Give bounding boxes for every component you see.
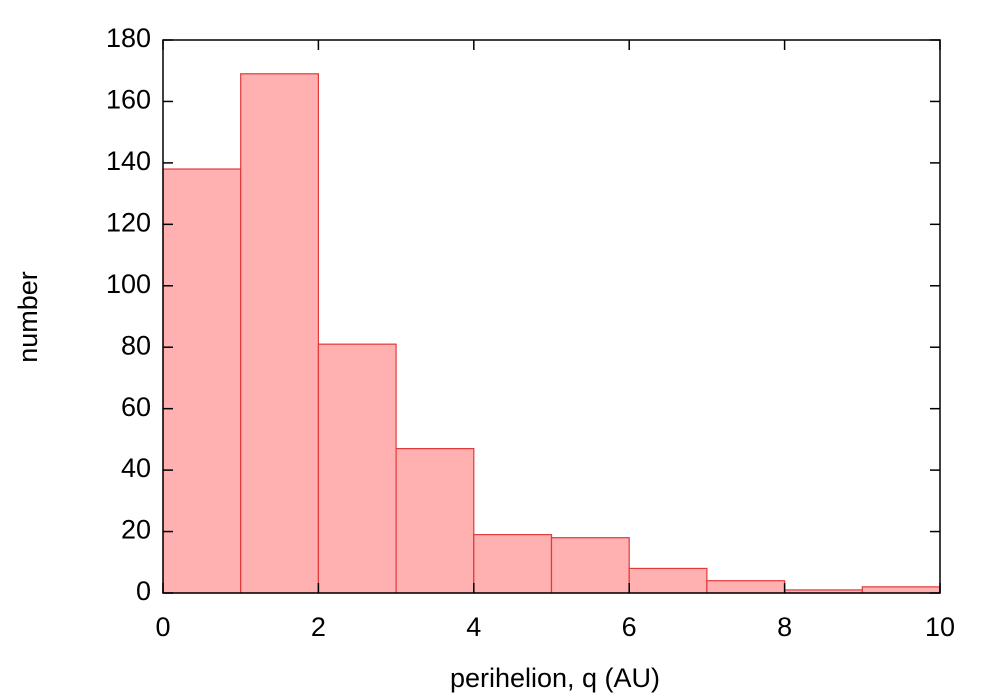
x-axis-label: perihelion, q (AU) (450, 663, 660, 693)
bar (317, 343, 397, 594)
bar (240, 73, 319, 594)
x-tick-label: 4 (466, 612, 481, 642)
x-tick-label: 2 (311, 612, 326, 642)
x-tick-label: 8 (777, 612, 792, 642)
y-axis-label: number (13, 271, 43, 363)
y-tick-label: 20 (121, 515, 151, 545)
bar (395, 448, 475, 594)
y-tick-label: 120 (106, 207, 151, 237)
y-tick-label: 80 (121, 330, 151, 360)
y-tick-label: 40 (121, 453, 151, 483)
bar (628, 567, 708, 594)
plot-frame (162, 39, 941, 594)
y-tick-label: 160 (106, 85, 151, 115)
y-tick-label: 140 (106, 146, 151, 176)
bar (550, 537, 630, 594)
bar (861, 586, 941, 594)
y-tick-label: 60 (121, 392, 151, 422)
x-tick-label: 10 (925, 612, 955, 642)
y-tick-label: 180 (106, 23, 151, 53)
bar (162, 168, 242, 594)
bar (706, 580, 786, 594)
x-tick-label: 6 (622, 612, 637, 642)
y-tick-label: 100 (106, 269, 151, 299)
y-tick-label: 0 (136, 576, 151, 606)
bar (473, 534, 553, 594)
x-tick-label: 0 (155, 612, 170, 642)
